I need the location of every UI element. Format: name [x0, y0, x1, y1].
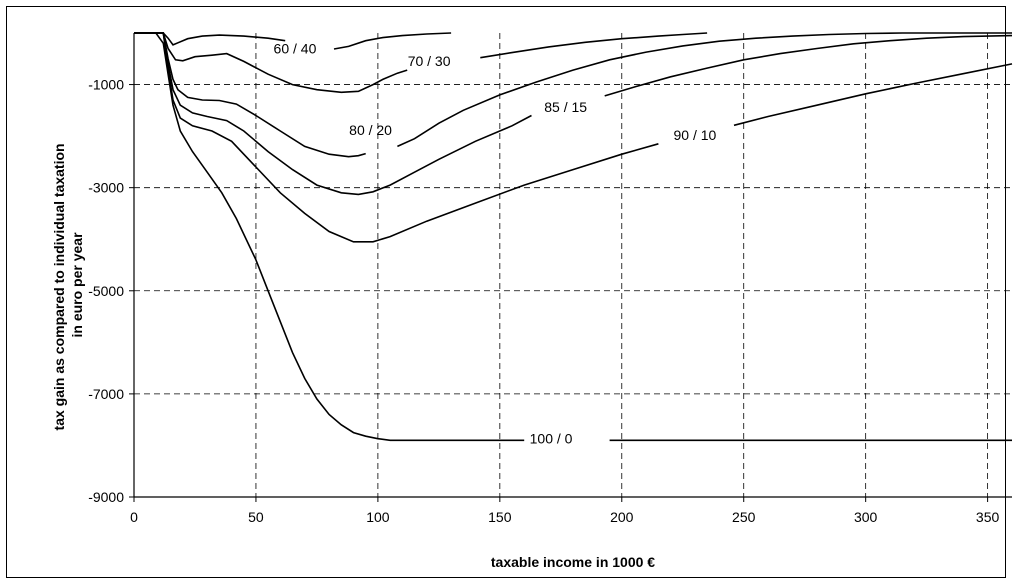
series-label-70-30: 70 / 30	[408, 53, 451, 69]
y-tick-label-3000: -3000	[88, 180, 124, 196]
y-tick-label-9000: -9000	[88, 489, 124, 505]
series-label-85-15: 85 / 15	[544, 99, 587, 115]
series-line-70-30-segment-2	[480, 32, 708, 59]
series-label-80-20: 80 / 20	[349, 122, 392, 138]
series-line-90-10-segment-2	[733, 63, 1013, 127]
series-line-60-40-segment-2	[333, 32, 452, 50]
series-line-80-20-segment-1	[134, 32, 366, 158]
series-line-100-0-segment-1	[134, 32, 525, 442]
y-axis-title-line-2: in euro per year	[69, 232, 85, 338]
y-tick-label-7000: -7000	[88, 386, 124, 402]
x-tick-label-350: 350	[976, 509, 1000, 525]
x-tick-label-150: 150	[488, 509, 512, 525]
series-labels-layer: 60 / 40 70 / 30 80 / 20 85 / 15 90 / 10 100 /…	[274, 40, 717, 446]
series-layer	[134, 32, 1013, 442]
series-80-20	[134, 32, 1012, 158]
series-label-60-40: 60 / 40	[274, 40, 317, 56]
x-tick-label-50: 50	[248, 509, 264, 525]
y-tick-label-5000: -5000	[88, 283, 124, 299]
series-label-90-10: 90 / 10	[674, 127, 717, 143]
series-line-70-30-segment-1	[134, 32, 408, 94]
series-line-85-15-segment-1	[134, 32, 532, 196]
tick-labels-layer: 0 50 100 150 200 250 300 350 -1000 -3000 -5000 -700…	[88, 77, 999, 525]
series-label-100-0: 100 / 0	[530, 431, 573, 447]
x-tick-label-100: 100	[366, 509, 390, 525]
series-line-85-15-segment-2	[604, 34, 1013, 97]
chart-frame	[6, 6, 1006, 578]
series-70-30	[134, 32, 708, 94]
x-tick-label-0: 0	[130, 509, 138, 525]
x-tick-label-200: 200	[610, 509, 634, 525]
grid-layer	[134, 33, 1012, 497]
series-line-90-10-segment-1	[134, 32, 659, 243]
series-85-15	[134, 32, 1013, 196]
x-axis-title: taxable income in 1000 €	[491, 554, 655, 570]
y-axis-title: tax gain as compared to individual taxat…	[51, 140, 85, 431]
series-line-80-20-segment-2	[397, 32, 1012, 148]
x-tick-label-250: 250	[732, 509, 756, 525]
x-tick-label-300: 300	[854, 509, 878, 525]
series-90-10	[134, 32, 1013, 243]
y-axis-title-line-1: tax gain as compared to individual taxat…	[51, 143, 67, 430]
series-100-0	[134, 32, 1012, 442]
axes-layer	[129, 33, 1012, 502]
y-tick-label-1000: -1000	[88, 77, 124, 93]
